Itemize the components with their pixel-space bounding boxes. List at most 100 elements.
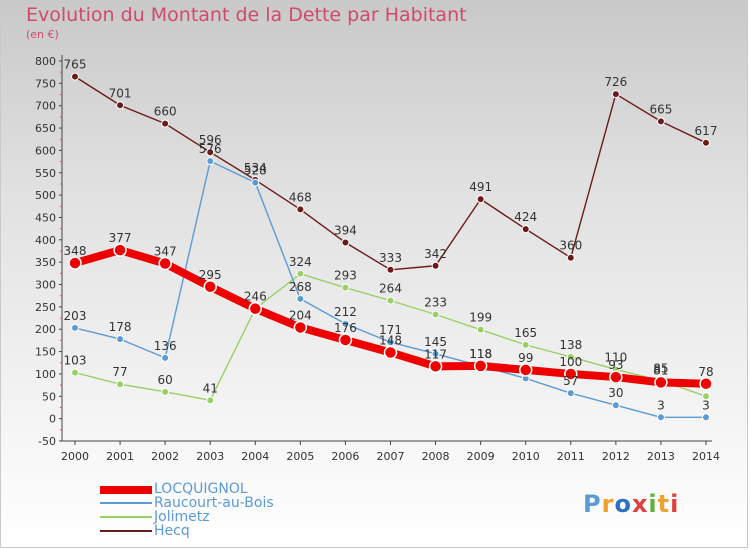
x-tick-label: 2012 xyxy=(602,450,630,463)
y-tick-label: 750 xyxy=(35,77,56,90)
data-label: 394 xyxy=(334,224,357,238)
data-label: 199 xyxy=(469,311,492,325)
data-point xyxy=(296,269,305,278)
data-point xyxy=(116,335,125,344)
data-point xyxy=(71,323,79,332)
y-tick-label: 50 xyxy=(42,390,56,403)
data-point xyxy=(476,195,485,204)
data-label: 212 xyxy=(334,305,357,319)
y-tick-label: 700 xyxy=(35,100,56,113)
data-label: 110 xyxy=(604,350,627,364)
x-tick-label: 2006 xyxy=(331,450,359,463)
y-tick-label: 500 xyxy=(35,189,56,202)
data-label: 491 xyxy=(469,180,492,194)
y-tick-label: 450 xyxy=(35,211,56,224)
y-tick-label: 100 xyxy=(35,368,56,381)
data-point xyxy=(702,138,710,147)
logo-letter: i xyxy=(648,490,658,518)
y-tick-label: 350 xyxy=(35,256,56,269)
data-label: 103 xyxy=(64,354,87,368)
data-point xyxy=(386,296,395,305)
data-label: 660 xyxy=(154,105,177,119)
logo-letter: o xyxy=(614,490,632,518)
legend-item-raucourt-au-bois: Raucourt-au-Bois xyxy=(100,495,340,511)
data-point xyxy=(521,340,530,349)
data-point xyxy=(341,283,350,292)
legend-item-locquignol: LOCQUIGNOL xyxy=(100,481,340,497)
data-label: 148 xyxy=(379,333,402,347)
legend-label-raucourt-au-bois: Raucourt-au-Bois xyxy=(154,495,274,511)
legend-label-locquignol: LOCQUIGNOL xyxy=(154,481,248,497)
x-tick-label: 2001 xyxy=(106,450,134,463)
data-label: 596 xyxy=(199,133,222,147)
x-tick-label: 2010 xyxy=(512,450,540,463)
data-point xyxy=(116,380,125,389)
data-label: 726 xyxy=(604,75,627,89)
data-label: 77 xyxy=(112,365,127,379)
data-point xyxy=(251,178,260,187)
data-label: 60 xyxy=(158,373,173,387)
logo-letter: t xyxy=(657,490,671,518)
legend-swatch-hecq xyxy=(100,530,152,532)
y-tick-label: 200 xyxy=(35,323,56,336)
legend-swatch-raucourt-au-bois xyxy=(100,502,152,504)
data-point xyxy=(699,377,713,391)
data-point xyxy=(654,375,668,390)
data-point xyxy=(611,90,620,99)
data-point xyxy=(293,320,308,335)
x-tick-label: 2007 xyxy=(377,450,405,463)
data-point xyxy=(386,265,395,274)
logo-letter: r xyxy=(601,490,615,518)
data-point xyxy=(566,253,575,262)
data-point xyxy=(161,387,170,396)
data-label: 118 xyxy=(469,347,492,361)
data-point xyxy=(566,352,575,361)
data-label: 424 xyxy=(514,210,537,224)
data-label: 528 xyxy=(244,164,267,178)
y-tick-label: 600 xyxy=(35,144,56,157)
data-point xyxy=(431,261,440,270)
data-label: 268 xyxy=(289,280,312,294)
data-point xyxy=(71,368,79,377)
data-point xyxy=(341,319,350,328)
data-label: 233 xyxy=(424,295,447,309)
data-label: 617 xyxy=(695,124,718,138)
data-label: 264 xyxy=(379,282,402,296)
x-tick-label: 2002 xyxy=(151,450,179,463)
data-label: 333 xyxy=(379,251,402,265)
data-label: 3 xyxy=(702,398,710,412)
data-point xyxy=(206,396,215,405)
data-point xyxy=(116,101,125,110)
data-label: 701 xyxy=(109,86,132,100)
data-point xyxy=(611,401,620,410)
data-label: 576 xyxy=(199,142,222,156)
data-point xyxy=(656,117,665,126)
legend-item-jolimetz: Jolimetz xyxy=(100,509,340,525)
y-tick-label: 150 xyxy=(35,346,56,359)
y-tick-label: 300 xyxy=(35,279,56,292)
data-label: 100 xyxy=(559,355,582,369)
data-label: 295 xyxy=(199,268,222,282)
y-tick-label: 0 xyxy=(49,413,56,426)
data-label: 765 xyxy=(64,58,87,72)
data-point xyxy=(206,157,215,166)
y-tick-label: 550 xyxy=(35,167,56,180)
data-label: 348 xyxy=(64,244,87,258)
data-label: 665 xyxy=(649,102,672,116)
chart-title: Evolution du Montant de la Dette par Hab… xyxy=(26,4,467,26)
data-label: 30 xyxy=(608,386,623,400)
data-label: 176 xyxy=(334,321,357,335)
data-point xyxy=(702,392,710,401)
data-label: 324 xyxy=(289,255,312,269)
x-tick-label: 2004 xyxy=(241,450,269,463)
x-tick-label: 2011 xyxy=(557,450,585,463)
data-label: 93 xyxy=(608,358,623,372)
data-label: 117 xyxy=(424,347,447,361)
data-label: 138 xyxy=(559,338,582,352)
data-label: 204 xyxy=(289,308,312,322)
logo-letter: x xyxy=(631,490,649,518)
data-point xyxy=(158,256,172,271)
data-point xyxy=(564,367,578,381)
data-label: 85 xyxy=(653,362,668,376)
legend-item-hecq: Hecq xyxy=(100,523,340,539)
